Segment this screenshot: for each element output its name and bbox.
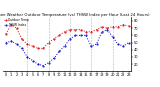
Outdoor Temp xyxy=(16,28,17,29)
Outdoor Temp xyxy=(80,29,81,30)
THSW Index xyxy=(96,44,97,45)
Outdoor Temp xyxy=(106,28,108,29)
THSW Index xyxy=(106,29,108,30)
THSW Index xyxy=(21,48,23,49)
Outdoor Temp xyxy=(101,26,103,27)
THSW Index xyxy=(64,46,65,47)
THSW Index xyxy=(53,58,55,59)
Line: THSW Index: THSW Index xyxy=(5,29,129,66)
Outdoor Temp xyxy=(117,26,119,27)
THSW Index xyxy=(90,46,92,47)
Outdoor Temp xyxy=(37,48,39,49)
THSW Index xyxy=(117,44,119,45)
Title: Milwaukee Weather Outdoor Temperature (vs) THSW Index per Hour (Last 24 Hours): Milwaukee Weather Outdoor Temperature (v… xyxy=(0,13,149,17)
THSW Index xyxy=(80,35,81,36)
THSW Index xyxy=(32,60,33,61)
Outdoor Temp xyxy=(112,26,113,27)
Outdoor Temp xyxy=(90,31,92,32)
Outdoor Temp xyxy=(5,33,7,34)
Line: Outdoor Temp: Outdoor Temp xyxy=(5,24,129,49)
THSW Index xyxy=(101,31,103,32)
THSW Index xyxy=(42,65,44,66)
THSW Index xyxy=(74,35,76,36)
THSW Index xyxy=(37,64,39,65)
Outdoor Temp xyxy=(10,24,12,25)
Legend: Outdoor Temp, THSW Index: Outdoor Temp, THSW Index xyxy=(4,18,30,27)
THSW Index xyxy=(5,42,7,43)
Outdoor Temp xyxy=(26,44,28,45)
THSW Index xyxy=(112,36,113,37)
Outdoor Temp xyxy=(74,29,76,30)
Outdoor Temp xyxy=(48,42,49,43)
Outdoor Temp xyxy=(21,38,23,39)
Outdoor Temp xyxy=(53,38,55,39)
Outdoor Temp xyxy=(122,24,124,25)
Outdoor Temp xyxy=(42,48,44,49)
Outdoor Temp xyxy=(85,31,87,32)
THSW Index xyxy=(16,44,17,45)
THSW Index xyxy=(48,62,49,63)
Outdoor Temp xyxy=(64,31,65,32)
THSW Index xyxy=(26,56,28,58)
Outdoor Temp xyxy=(128,25,129,27)
THSW Index xyxy=(10,41,12,42)
Outdoor Temp xyxy=(69,29,71,30)
Outdoor Temp xyxy=(58,35,60,36)
THSW Index xyxy=(128,42,129,43)
THSW Index xyxy=(69,38,71,39)
THSW Index xyxy=(85,35,87,36)
Outdoor Temp xyxy=(96,29,97,30)
THSW Index xyxy=(122,46,124,47)
Outdoor Temp xyxy=(32,46,33,47)
THSW Index xyxy=(58,51,60,52)
